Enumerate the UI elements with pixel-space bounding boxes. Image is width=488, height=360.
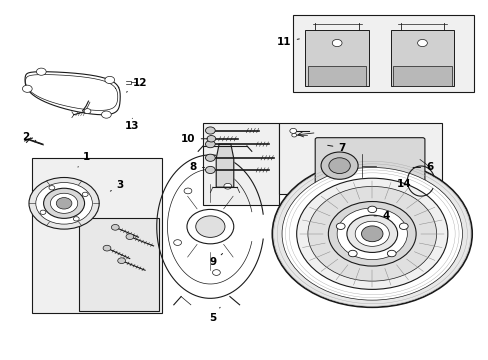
- Bar: [293, 15, 473, 92]
- Circle shape: [40, 210, 46, 215]
- Polygon shape: [216, 144, 233, 187]
- Circle shape: [104, 76, 114, 84]
- Circle shape: [212, 270, 220, 275]
- Circle shape: [206, 135, 215, 142]
- Bar: [203, 123, 278, 205]
- Circle shape: [126, 234, 134, 239]
- Circle shape: [289, 129, 296, 134]
- Bar: [375, 143, 414, 188]
- Circle shape: [173, 240, 181, 246]
- Circle shape: [29, 177, 99, 229]
- Circle shape: [84, 109, 91, 114]
- Text: 6: 6: [412, 162, 432, 172]
- Circle shape: [399, 223, 407, 229]
- Text: 8: 8: [189, 162, 204, 172]
- Text: 11: 11: [277, 37, 299, 47]
- Circle shape: [56, 198, 72, 209]
- Text: 10: 10: [181, 134, 207, 144]
- Circle shape: [296, 178, 447, 289]
- Text: 2: 2: [22, 132, 36, 142]
- Circle shape: [102, 111, 111, 118]
- Circle shape: [328, 202, 415, 266]
- Text: 4: 4: [373, 211, 389, 221]
- Text: 7: 7: [327, 143, 345, 153]
- Bar: [307, 66, 366, 86]
- Circle shape: [347, 250, 356, 257]
- Circle shape: [36, 183, 92, 224]
- Circle shape: [118, 258, 125, 264]
- Circle shape: [224, 183, 231, 189]
- Circle shape: [73, 217, 79, 221]
- Circle shape: [183, 188, 191, 194]
- Circle shape: [417, 40, 427, 46]
- Circle shape: [36, 68, 46, 75]
- Text: 13: 13: [125, 118, 139, 131]
- Circle shape: [205, 154, 215, 161]
- Circle shape: [186, 210, 233, 244]
- Circle shape: [336, 208, 407, 260]
- Circle shape: [49, 186, 55, 190]
- Text: 14: 14: [396, 179, 411, 189]
- Bar: [305, 31, 368, 86]
- Circle shape: [346, 215, 397, 252]
- Bar: [390, 31, 453, 86]
- Circle shape: [22, 85, 32, 93]
- Circle shape: [103, 245, 111, 251]
- Text: 3: 3: [110, 180, 123, 191]
- Bar: [32, 158, 161, 313]
- Text: 9: 9: [209, 253, 222, 267]
- Circle shape: [205, 166, 215, 174]
- Circle shape: [205, 140, 215, 148]
- Text: 5: 5: [209, 307, 220, 323]
- Text: 12: 12: [126, 78, 146, 92]
- Circle shape: [82, 192, 88, 197]
- Circle shape: [291, 134, 296, 137]
- Circle shape: [282, 167, 462, 300]
- Circle shape: [354, 221, 388, 246]
- Circle shape: [367, 206, 376, 213]
- Bar: [392, 66, 451, 86]
- Text: 1: 1: [78, 152, 89, 167]
- Circle shape: [307, 186, 436, 281]
- Circle shape: [386, 250, 395, 257]
- Circle shape: [50, 193, 78, 213]
- Circle shape: [43, 188, 84, 219]
- Circle shape: [328, 158, 349, 174]
- Bar: [278, 123, 441, 194]
- Circle shape: [272, 160, 471, 307]
- Circle shape: [205, 127, 215, 134]
- FancyBboxPatch shape: [315, 138, 424, 193]
- Circle shape: [111, 225, 119, 230]
- Circle shape: [321, 152, 357, 179]
- Circle shape: [195, 216, 224, 237]
- Circle shape: [336, 223, 345, 229]
- Bar: [79, 218, 159, 311]
- Circle shape: [331, 40, 341, 46]
- Circle shape: [361, 226, 382, 242]
